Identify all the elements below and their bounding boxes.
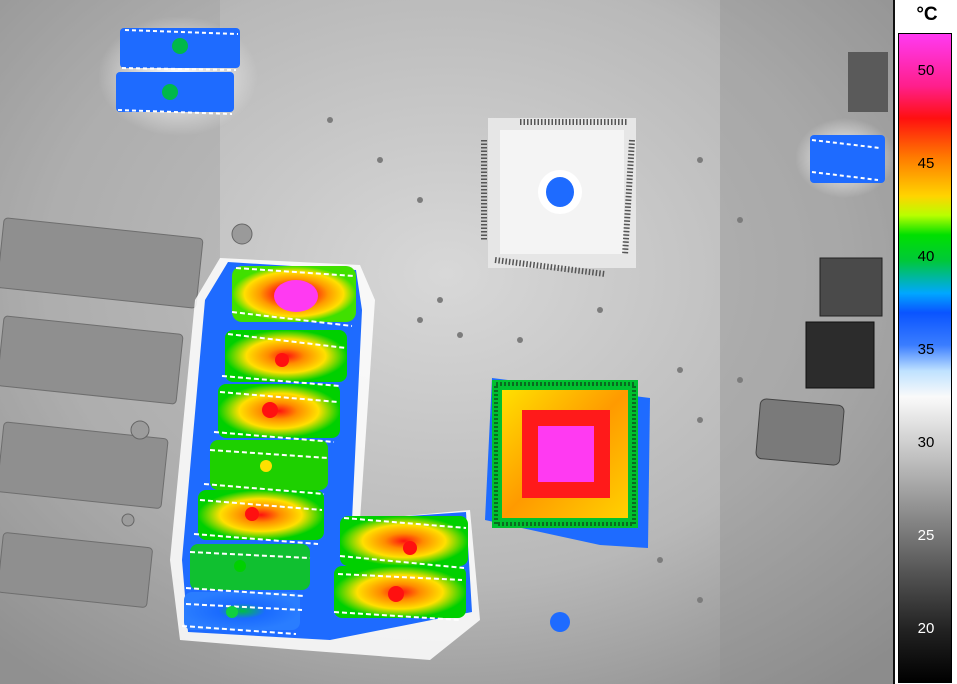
- cool-chip-right: [795, 118, 893, 198]
- color-scale-bar: 50 45 40 35 30 25 20: [898, 33, 952, 683]
- scale-unit-label: °C: [916, 4, 938, 25]
- scale-tick: 40: [917, 248, 935, 265]
- hot-chip-stack: [170, 258, 480, 660]
- hot-square-chip: [485, 378, 650, 548]
- edge-connectors: [0, 217, 204, 608]
- scale-tick: 50: [917, 62, 935, 79]
- qfp-chip-center: [481, 118, 636, 277]
- pcb-pads: [121, 117, 743, 632]
- thermal-image: [0, 0, 893, 684]
- scale-tick: 20: [917, 620, 935, 637]
- scale-tick: 25: [917, 527, 935, 544]
- right-components: [755, 52, 888, 466]
- temperature-scale: °C 50 45 40 35 30 25 20: [893, 0, 957, 684]
- scale-tick: 45: [917, 155, 935, 172]
- scale-tick: 35: [917, 341, 935, 358]
- scale-tick: 30: [917, 434, 935, 451]
- cool-chips-top-left: [98, 16, 258, 136]
